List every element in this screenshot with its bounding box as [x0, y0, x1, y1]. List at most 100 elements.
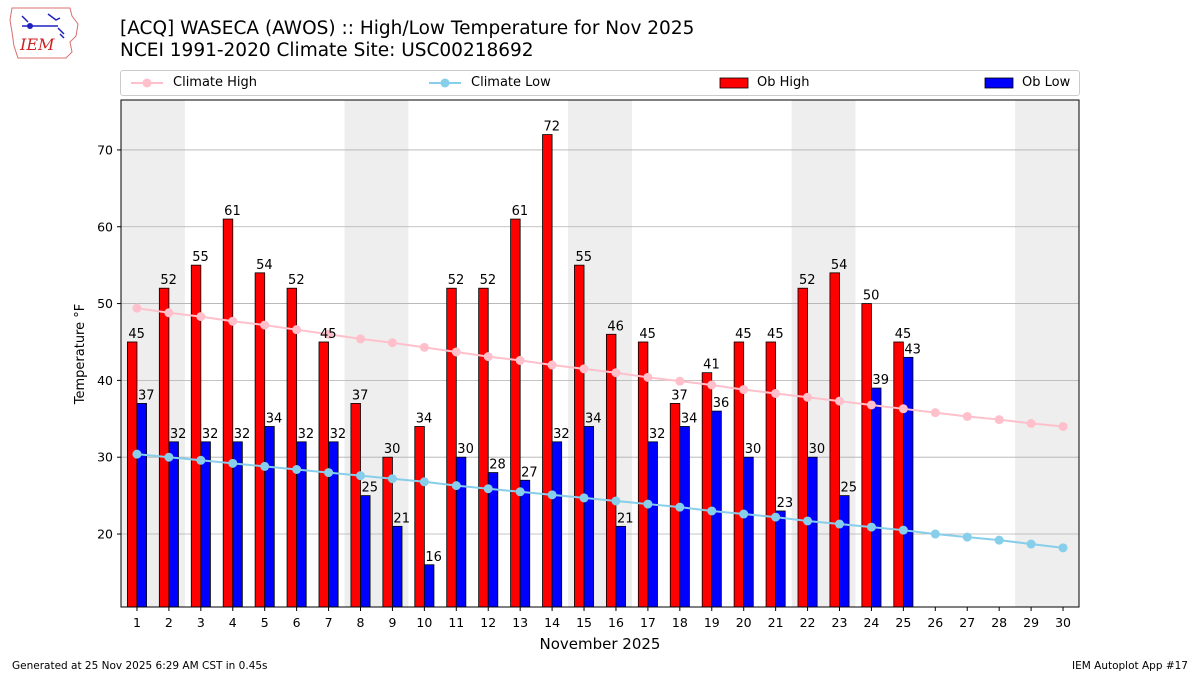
ob-low-bar — [583, 426, 595, 608]
ob-high-bar — [637, 341, 649, 608]
climate-high-point — [196, 312, 206, 322]
ob-high-data-label: 45 — [735, 327, 752, 342]
ob-high-data-label: 52 — [288, 273, 305, 288]
ob-low-bar — [679, 426, 690, 608]
climate-high-point — [387, 338, 397, 348]
weekend-shade — [791, 100, 856, 607]
ob-high-data-label: 52 — [480, 273, 497, 288]
climate-low-point — [962, 532, 972, 542]
climate-high-point — [739, 385, 749, 395]
x-tick-label: 20 — [736, 615, 752, 630]
y-tick-label: 20 — [97, 527, 113, 542]
ob-high-bar — [733, 341, 745, 608]
climate-low-point — [164, 452, 174, 462]
y-tick-label: 30 — [97, 450, 113, 465]
ob-low-bar — [743, 456, 754, 608]
ob-low-bar — [487, 472, 499, 608]
legend-ob-high-label: Ob High — [757, 75, 810, 90]
x-tick-label: 7 — [325, 615, 333, 630]
climate-high-point — [1058, 421, 1068, 431]
ob-low-bar — [200, 441, 211, 608]
ob-low-data-label: 32 — [298, 427, 315, 442]
ob-high-bar — [286, 287, 298, 608]
ob-low-data-label: 25 — [362, 481, 379, 496]
legend-ob-low: Ob Low — [984, 74, 1094, 92]
ob-high-data-label: 37 — [671, 388, 688, 403]
climate-high-point — [228, 316, 238, 326]
climate-low-point — [260, 461, 270, 471]
footer-generated: Generated at 25 Nov 2025 6:29 AM CST in … — [12, 660, 268, 672]
ob-low-data-label: 32 — [649, 427, 666, 442]
climate-high-point — [515, 355, 525, 365]
climate-high-point — [483, 352, 493, 362]
ob-low-bar — [455, 456, 467, 608]
climate-low-point — [771, 512, 781, 522]
ob-high-bar — [542, 134, 553, 608]
iem-logo: IEM — [9, 7, 79, 59]
y-tick-label: 60 — [97, 219, 113, 234]
weekend-shade — [1015, 100, 1079, 607]
ob-low-data-label: 34 — [266, 411, 283, 426]
x-tick-label: 12 — [480, 615, 496, 630]
ob-low-bar — [615, 525, 626, 608]
ob-high-data-label: 54 — [256, 258, 273, 273]
ob-low-bar — [711, 410, 722, 608]
ob-low-data-label: 32 — [170, 427, 187, 442]
ob-low-data-label: 30 — [809, 442, 826, 457]
climate-low-point — [292, 464, 302, 474]
ob-high-data-label: 61 — [512, 204, 529, 219]
ob-high-data-label: 45 — [767, 327, 784, 342]
climate-low-point — [1026, 539, 1036, 549]
ob-low-data-label: 43 — [904, 342, 921, 357]
ob-high-data-label: 45 — [320, 327, 337, 342]
legend-climate-high-label: Climate High — [173, 75, 258, 90]
ob-high-bar — [669, 403, 681, 608]
climate-low-point — [324, 468, 334, 478]
ob-low-bar — [423, 564, 435, 608]
legend-ob-high: Ob High — [719, 74, 859, 92]
climate-low-line — [136, 453, 1064, 549]
ob-high-data-label: 37 — [352, 388, 369, 403]
ob-low-bar — [839, 495, 850, 608]
weekend-shade — [121, 100, 185, 607]
ob-high-data-label: 52 — [160, 273, 177, 288]
climate-high-point — [164, 308, 174, 318]
weekend-shade — [344, 100, 409, 607]
ob-high-bar — [414, 426, 425, 608]
ob-high-bar — [765, 341, 777, 608]
ob-high-bar — [829, 272, 840, 608]
ob-low-bar — [775, 510, 786, 608]
x-tick-label: 27 — [959, 615, 975, 630]
ob-high-bar — [605, 333, 617, 608]
legend-ob-low-label: Ob Low — [1022, 75, 1071, 90]
ob-low-data-label: 21 — [617, 511, 634, 526]
climate-high-point — [611, 368, 621, 378]
x-tick-label: 10 — [416, 615, 432, 630]
climate-high-point — [707, 380, 717, 390]
x-tick-label: 30 — [1055, 615, 1071, 630]
x-tick-label: 17 — [640, 615, 656, 630]
ob-low-data-label: 32 — [553, 427, 570, 442]
climate-low-point — [803, 516, 813, 526]
ob-high-data-label: 72 — [544, 120, 561, 135]
ob-high-data-label: 55 — [575, 250, 592, 265]
y-tick-label: 50 — [97, 296, 113, 311]
ob-high-bar — [158, 287, 170, 608]
x-tick-label: 8 — [357, 615, 365, 630]
climate-high-point — [419, 342, 429, 352]
ob-high-bar — [861, 303, 872, 608]
x-tick-label: 29 — [1023, 615, 1039, 630]
ob-high-bar — [190, 264, 202, 608]
ob-high-bar — [350, 403, 361, 608]
climate-low-point — [739, 509, 749, 519]
ob-high-bar — [222, 218, 234, 608]
x-tick-label: 23 — [832, 615, 848, 630]
ob-high-data-label: 54 — [831, 258, 848, 273]
ob-high-bar — [446, 287, 457, 608]
ob-low-bar — [551, 441, 563, 608]
legend-climate-low: Climate Low — [427, 74, 607, 92]
x-tick-label: 6 — [293, 615, 301, 630]
ob-low-bar — [647, 441, 658, 608]
plot-frame — [120, 99, 1080, 608]
